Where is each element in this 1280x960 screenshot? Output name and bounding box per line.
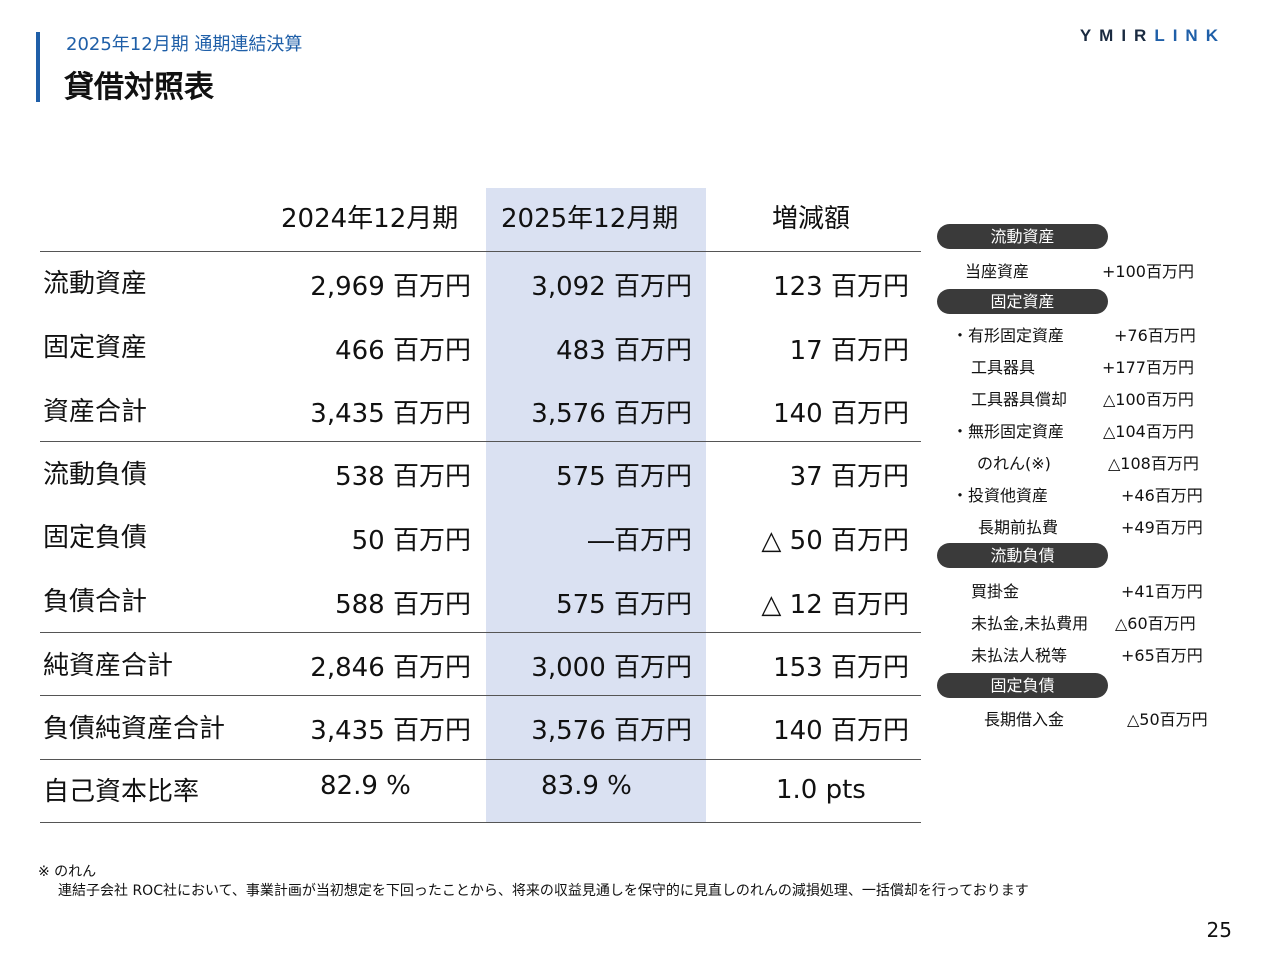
logo-part-a: YMIR — [1079, 26, 1155, 45]
note-label: 未払金,未払費用 — [971, 614, 1089, 633]
note-value: +177百万円 — [1102, 358, 1194, 377]
cell-2025: 3,576 百万円 — [531, 716, 692, 746]
cell-2024: 588 百万円 — [335, 590, 471, 620]
row-label-net-assets: 純資産合計 — [43, 651, 174, 681]
row-label-fixed-assets: 固定資産 — [43, 333, 148, 363]
note-value: +65百万円 — [1121, 646, 1203, 665]
note-value: +49百万円 — [1121, 518, 1203, 537]
cell-change: 17 百万円 — [789, 336, 909, 366]
cell-2024: 538 百万円 — [335, 462, 471, 492]
cell-2024: 3,435 百万円 — [310, 399, 471, 429]
notes-pill-current-assets: 流動資産 — [937, 224, 1108, 249]
page-number: 25 — [1206, 918, 1232, 942]
cell-change: 37 百万円 — [789, 462, 909, 492]
cell-change: 140 百万円 — [773, 399, 909, 429]
note-value: △50百万円 — [1127, 710, 1208, 729]
notes-pill-current-liabilities: 流動負債 — [937, 543, 1108, 568]
row-label-total-assets: 資産合計 — [43, 397, 148, 427]
note-label: 工具器具 — [971, 358, 1036, 377]
title-accent-bar — [36, 32, 40, 102]
note-label: 工具器具償却 — [971, 390, 1068, 409]
cell-2024: 82.9 % — [320, 771, 411, 801]
row-label-current-assets: 流動資産 — [43, 269, 148, 299]
cell-2025: 575 百万円 — [556, 590, 692, 620]
cell-change: 153 百万円 — [773, 653, 909, 683]
note-value: +46百万円 — [1121, 486, 1203, 505]
cell-change: △ 50 百万円 — [761, 526, 909, 556]
company-logo: YMIRLINK — [1080, 26, 1226, 46]
cell-2025: 83.9 % — [541, 771, 632, 801]
note-label: ・投資他資産 — [952, 486, 1049, 505]
notes-pill-fixed-liabilities: 固定負債 — [937, 673, 1108, 698]
footnote-text: 連結子会社 ROC社において、事業計画が当初想定を下回ったことから、将来の収益見… — [58, 883, 1029, 899]
note-value: +41百万円 — [1121, 582, 1203, 601]
note-value: △108百万円 — [1108, 454, 1199, 473]
cell-2025: 3,092 百万円 — [531, 272, 692, 302]
row-label-total-liabilities: 負債合計 — [43, 587, 148, 617]
note-label: 長期借入金 — [984, 710, 1065, 729]
page-subtitle: 2025年12月期 通期連結決算 — [66, 34, 303, 55]
note-value: +100百万円 — [1102, 262, 1194, 281]
cell-2024: 3,435 百万円 — [310, 716, 471, 746]
cell-2025: 3,576 百万円 — [531, 399, 692, 429]
cell-2024: 2,846 百万円 — [310, 653, 471, 683]
logo-part-b: LINK — [1154, 26, 1226, 45]
table-rule — [40, 251, 921, 252]
cell-2025: 575 百万円 — [556, 462, 692, 492]
note-value: △100百万円 — [1103, 390, 1194, 409]
note-label: 当座資産 — [965, 262, 1030, 281]
table-rule — [40, 822, 921, 823]
row-label-fixed-liabilities: 固定負債 — [43, 523, 148, 553]
note-value: △104百万円 — [1103, 422, 1194, 441]
table-rule — [40, 441, 921, 442]
cell-change: 123 百万円 — [773, 272, 909, 302]
column-header-2024: 2024年12月期 — [281, 204, 459, 234]
column-header-2025: 2025年12月期 — [501, 204, 679, 234]
table-rule — [40, 759, 921, 760]
row-label-equity-ratio: 自己資本比率 — [43, 777, 200, 807]
page-title: 貸借対照表 — [64, 70, 214, 105]
cell-2025: ―百万円 — [587, 526, 692, 556]
cell-2024: 2,969 百万円 — [310, 272, 471, 302]
column-header-change: 増減額 — [772, 204, 851, 234]
note-label: ・有形固定資産 — [952, 326, 1065, 345]
row-label-liabilities-and-net-assets: 負債純資産合計 — [43, 714, 226, 744]
cell-2025: 3,000 百万円 — [531, 653, 692, 683]
cell-2024: 466 百万円 — [335, 336, 471, 366]
note-value: △60百万円 — [1115, 614, 1196, 633]
row-label-current-liabilities: 流動負債 — [43, 460, 148, 490]
note-value: +76百万円 — [1114, 326, 1196, 345]
table-rule — [40, 695, 921, 696]
table-rule — [40, 632, 921, 633]
cell-2024: 50 百万円 — [351, 526, 471, 556]
cell-change: 1.0 pts — [776, 775, 866, 805]
cell-change: △ 12 百万円 — [761, 590, 909, 620]
cell-2025: 483 百万円 — [556, 336, 692, 366]
note-label: ・無形固定資産 — [952, 422, 1065, 441]
note-label: 買掛金 — [971, 582, 1020, 601]
current-period-highlight — [486, 188, 706, 822]
notes-pill-fixed-assets: 固定資産 — [937, 289, 1108, 314]
note-label: 長期前払費 — [978, 518, 1059, 537]
footnote-title: ※ のれん — [38, 864, 97, 880]
cell-change: 140 百万円 — [773, 716, 909, 746]
note-label: 未払法人税等 — [971, 646, 1068, 665]
note-label: のれん(※) — [977, 454, 1051, 473]
